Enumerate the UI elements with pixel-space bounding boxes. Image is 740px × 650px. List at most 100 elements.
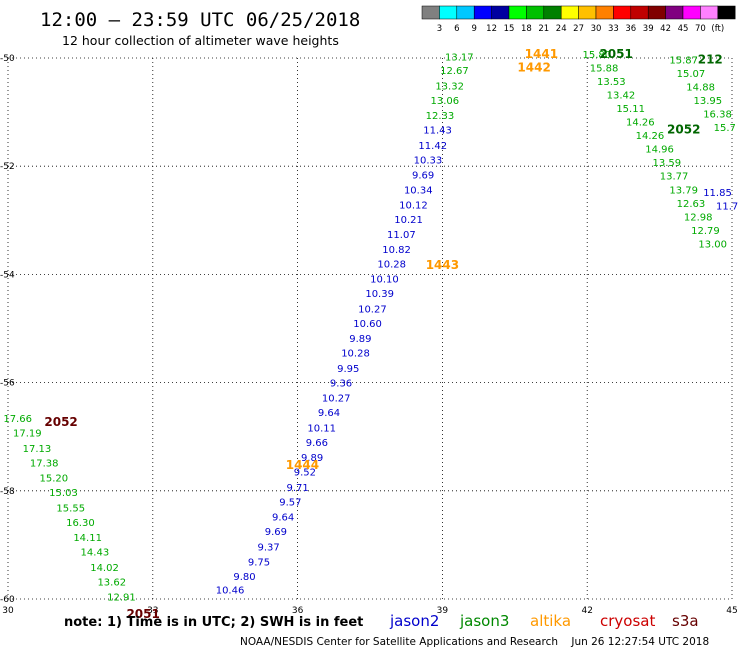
color-scale-legend: 3 6 9 12 15 18 21 24 27 30 33 36 39 42 45 70 (ft) [421,5,736,34]
pass-number-label: 2052 [667,123,700,137]
color-scale-label: 45 [678,24,689,34]
wave-height-label: 14.88 [686,82,715,93]
wave-height-label: 12.98 [684,212,713,223]
wave-height-label: 13.62 [97,577,126,588]
wave-height-label: 12.91 [107,593,136,604]
color-swatch [439,5,458,20]
x-tick-label: 30 [2,606,14,616]
wave-height-label: 9.69 [412,171,434,182]
wave-height-label: 10.82 [382,245,411,256]
wave-height-label: 9.66 [306,438,328,449]
wave-height-label: 10.12 [399,200,428,211]
grid-lines [7,57,733,600]
footer-credit: NOAA/NESDIS Center for Satellite Applica… [240,636,709,648]
color-swatch [700,5,719,20]
wave-height-label: 15.20 [40,474,69,485]
color-scale-label: 9 [471,24,476,34]
chart-subtitle: 12 hour collection of altimeter wave hei… [62,33,339,48]
color-swatch [613,5,632,20]
color-scale-label: 3 [437,24,442,34]
x-tick-label: 33 [147,606,158,616]
wave-height-label: 9.75 [248,557,270,568]
color-scale-label: 18 [521,24,532,34]
color-scale-label: 33 [608,24,619,34]
wave-height-label: 9.57 [279,497,301,508]
color-swatch [665,5,684,20]
color-scale-label: 12 [486,24,497,34]
wave-height-label: 11.7 [716,201,738,212]
color-swatch [595,5,614,20]
wave-height-label: 12.63 [677,199,706,210]
wave-height-label: 9.69 [265,527,287,538]
wave-height-label: 13.53 [597,77,626,88]
mission-name-jason3: jason3 [459,612,509,630]
color-swatch [647,5,666,20]
x-tick-label: 36 [292,606,304,616]
wave-height-label: 11.85 [703,188,732,199]
wave-height-label: 10.21 [394,215,423,226]
wave-height-label: 13.95 [694,96,723,107]
plot-area: 30 33 36 39 42 45 -50 -52 -54 -56 -58 -60 10.46 9.80… [0,47,738,621]
wave-height-label: 15.55 [56,503,85,514]
wave-height-label: 10.28 [341,349,370,360]
wave-height-label: 15.7 [714,123,736,134]
mission-name-jason2: jason2 [389,612,439,630]
wave-height-label: 9.71 [286,483,308,494]
wave-height-label: 10.46 [216,586,245,597]
pass-number-label: 2052 [44,415,77,429]
color-scale-label: 21 [538,24,549,34]
y-tick-label: -56 [0,379,15,389]
x-tick-label: 39 [437,606,449,616]
wave-height-label: 9.52 [294,468,316,479]
wave-height-label: 15.80 [583,50,612,61]
color-scale-label: 24 [556,24,567,34]
wave-height-label: 9.36 [330,378,352,389]
pass-number-label: 1444 [286,458,319,472]
pass-number-label: 212 [698,52,723,66]
wave-height-label: 16.30 [66,518,95,529]
wave-height-label: 15.88 [590,64,619,75]
color-swatch [717,5,736,20]
wave-height-label: 14.96 [645,145,674,156]
color-scale-label: 36 [625,24,636,34]
color-swatch [491,5,510,20]
color-swatch [508,5,527,20]
wave-height-label: 9.89 [301,453,323,464]
wave-height-label: 14.02 [90,563,119,574]
wave-height-label: 10.33 [414,155,443,166]
x-tick-label: 42 [581,606,592,616]
wave-height-label: 10.11 [307,423,336,434]
chart-title: 12:00 – 23:59 UTC 06/25/2018 [40,9,360,31]
wave-height-label: 9.80 [233,572,255,583]
wave-height-label: 15.03 [49,488,78,499]
pass-number-label: 1442 [517,61,550,75]
y-tick-label: -60 [0,595,15,605]
color-scale-label: 39 [643,24,654,34]
wave-height-label: 9.37 [258,542,280,553]
mission-name-s3a: s3a [672,612,699,630]
color-scale-label: 27 [573,24,584,34]
color-swatch [456,5,475,20]
x-tick-label: 45 [726,606,737,616]
mission-name-altika: altika [530,612,571,630]
wave-height-label: 13.00 [698,239,727,250]
pass-number-label: 2051 [126,607,159,621]
wave-height-label: 9.64 [272,513,294,524]
color-swatch [560,5,579,20]
y-tick-label: -58 [0,487,15,497]
pass-number-label: 2051 [599,47,632,61]
color-swatch [682,5,701,20]
color-scale-label: 30 [591,24,602,34]
wave-height-label: 13.06 [430,96,459,107]
color-swatch [578,5,597,20]
color-swatch [421,5,440,20]
wave-height-label: 9.95 [337,364,359,375]
wave-height-label: 12.33 [426,111,455,122]
wave-height-label: 9.64 [318,408,340,419]
wave-height-label: 14.26 [636,131,665,142]
color-swatch [630,5,649,20]
y-tick-label: -50 [0,54,15,64]
color-scale-label: 15 [504,24,515,34]
